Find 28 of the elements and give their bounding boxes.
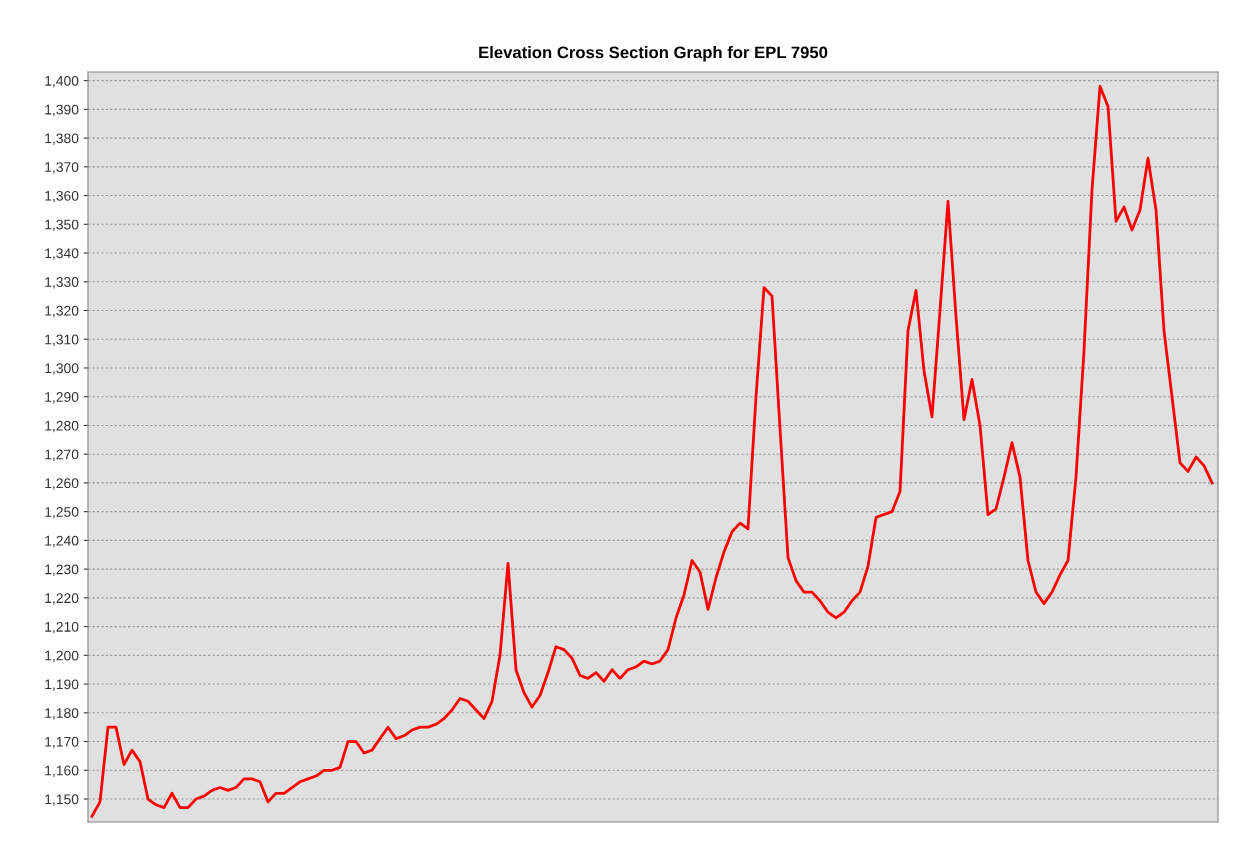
- y-tick-label: 1,170: [45, 736, 79, 749]
- y-tick-label: 1,270: [45, 449, 79, 461]
- y-tick-label: 1,370: [45, 162, 79, 174]
- y-tick-label: 1,300: [45, 363, 79, 375]
- y-tick-label: 1,330: [45, 277, 79, 289]
- y-tick-label: 1,320: [45, 305, 79, 318]
- y-tick-label: 1,180: [45, 708, 79, 720]
- y-tick-label: 1,260: [45, 478, 79, 490]
- y-tick-label: 1,360: [45, 190, 79, 203]
- y-tick-label: 1,160: [45, 765, 79, 778]
- y-tick-label: 1,290: [45, 392, 79, 404]
- y-tick-label: 1,200: [45, 650, 79, 663]
- y-tick-label: 1,150: [45, 794, 79, 806]
- y-tick-label: 1,390: [45, 104, 79, 117]
- y-tick-label: 1,340: [45, 248, 79, 260]
- y-tick-label: 1,240: [45, 535, 79, 548]
- y-tick-label: 1,350: [45, 219, 79, 232]
- y-tick-label: 1,380: [45, 133, 79, 145]
- y-tick-label: 1,250: [45, 506, 79, 519]
- y-tick-label: 1,230: [45, 564, 79, 576]
- y-tick-label: 1,210: [45, 621, 79, 634]
- line-series: [90, 84, 1214, 818]
- y-tick-label: 1,190: [45, 679, 79, 691]
- y-tick-label: 1,220: [45, 593, 79, 605]
- y-tick-label: 1,280: [45, 420, 79, 433]
- y-tick-label: 1,400: [45, 75, 79, 88]
- chart-title: Elevation Cross Section Graph for EPL 7950: [479, 46, 828, 62]
- y-tick-label: 1,310: [45, 334, 79, 347]
